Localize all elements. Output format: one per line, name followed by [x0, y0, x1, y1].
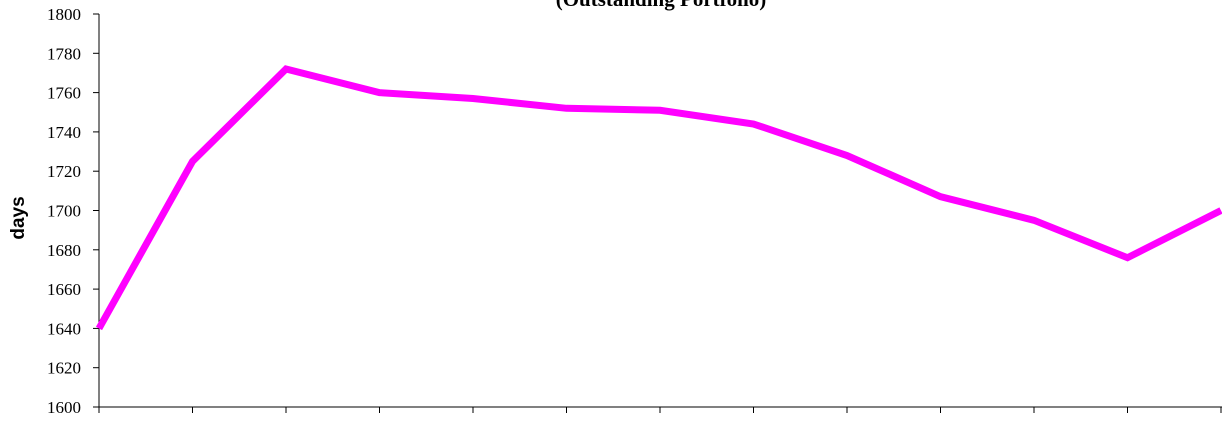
y-tick-label: 1800	[47, 5, 81, 24]
y-axis-label: days	[8, 196, 29, 239]
series-layer	[99, 69, 1221, 329]
y-axis: 1600 1620 1640 1660 1680 1700 1720 1740 1760 1780…	[47, 5, 99, 417]
y-tick-label: 1780	[47, 44, 81, 63]
y-tick-label: 1660	[47, 280, 81, 299]
y-tick-label: 1720	[47, 162, 81, 181]
y-tick-label: 1620	[47, 359, 81, 378]
chart-title: (Outstanding Portfolio)	[556, 0, 767, 11]
x-axis	[99, 407, 1222, 413]
y-tick-label: 1680	[47, 241, 81, 260]
y-tick-label: 1600	[47, 398, 81, 417]
y-tick-label: 1640	[47, 319, 81, 338]
y-tick-label: 1740	[47, 123, 81, 142]
series-line	[99, 69, 1221, 328]
y-tick-label: 1760	[47, 84, 81, 103]
y-tick-label: 1700	[47, 202, 81, 221]
